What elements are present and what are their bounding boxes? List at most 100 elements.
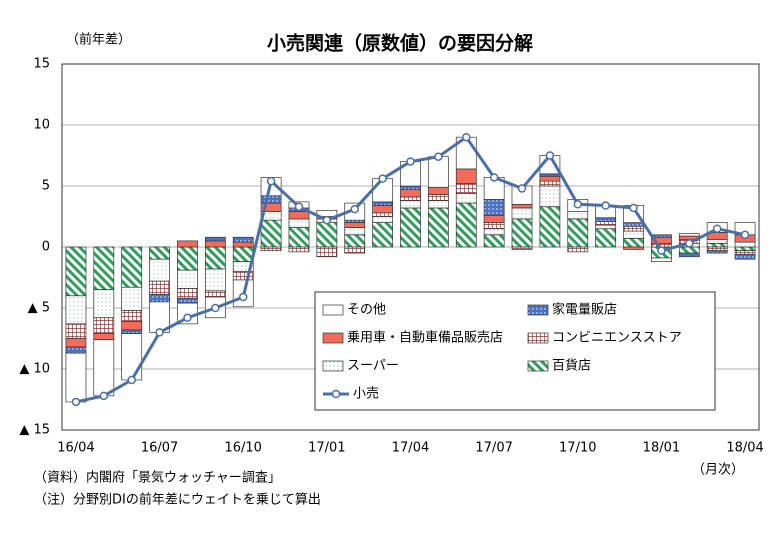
bar-segment — [204, 236, 226, 242]
x-tick-label: 17/10 — [559, 441, 596, 456]
bar-segment — [177, 246, 198, 271]
bar-segment — [149, 280, 170, 295]
line-marker — [71, 397, 81, 407]
bar-segment — [93, 317, 115, 334]
bar-segment — [232, 236, 254, 243]
bar-segment — [455, 183, 477, 194]
bar-segment — [204, 268, 226, 292]
bar-segment — [288, 218, 310, 228]
bar-segment — [121, 333, 143, 381]
bar-segment — [400, 196, 421, 201]
legend-swatch — [322, 360, 344, 372]
bar-segment — [149, 246, 170, 260]
bar-segment — [177, 288, 198, 299]
line-marker — [434, 152, 443, 161]
legend-label: その他 — [347, 303, 386, 318]
bar-segment — [427, 156, 449, 188]
bar-segment — [400, 207, 421, 248]
legend-label: スーパー — [347, 359, 399, 374]
bar-segment — [121, 329, 143, 334]
bar-segment — [734, 250, 756, 255]
bar-segment — [400, 185, 421, 191]
line-marker — [657, 246, 666, 255]
legend-swatch — [322, 304, 344, 316]
bar-segment — [483, 222, 505, 230]
bar-segment — [567, 211, 589, 220]
bar-segment — [651, 234, 672, 238]
bar-segment — [483, 234, 505, 248]
line-marker — [517, 184, 527, 193]
bar-segment — [706, 246, 728, 252]
bar-segment — [93, 339, 115, 397]
bar-segment — [65, 346, 87, 354]
line-marker — [601, 201, 610, 210]
line-marker — [127, 375, 136, 385]
y-tick-label: 15 — [33, 57, 50, 72]
bar-segment — [734, 241, 756, 248]
bar-segment — [595, 217, 617, 222]
bar-segment — [65, 295, 87, 325]
line-marker — [322, 215, 332, 225]
bar-segment — [344, 222, 366, 228]
bar-segment — [623, 238, 644, 248]
bar-segment — [455, 202, 477, 248]
bar-segment — [706, 242, 728, 248]
bar-segment — [344, 227, 366, 236]
bar-segment — [344, 246, 366, 254]
bar-segment — [344, 219, 366, 223]
y-tick-label: ▲ 5 — [28, 301, 50, 316]
legend-label: 家電量販店 — [552, 302, 617, 318]
bar-segment — [204, 240, 226, 248]
bar-segment — [455, 192, 477, 204]
bar-segment — [260, 246, 282, 252]
bar-segment — [121, 321, 143, 331]
x-tick-label: 17/01 — [308, 441, 345, 456]
legend-label: 百貨店 — [552, 358, 591, 374]
bar-segment — [678, 233, 700, 237]
bar-segment — [678, 252, 700, 258]
legend-swatch — [527, 332, 549, 344]
bar-segment — [65, 246, 87, 297]
chart-title: 小売関連（原数値）の要因分解 — [267, 32, 533, 55]
bar-segment — [511, 246, 533, 250]
line-marker — [350, 204, 359, 214]
x-tick-label: 16/04 — [57, 441, 94, 456]
line-marker — [211, 303, 220, 313]
bar-segment — [121, 310, 143, 322]
y-unit: （前年差） — [66, 32, 131, 48]
line-marker — [155, 328, 164, 337]
line-marker — [629, 203, 638, 213]
bar-segment — [344, 234, 366, 248]
bar-segment — [623, 246, 644, 250]
bar-segment — [65, 338, 87, 348]
bar-segment — [316, 246, 338, 258]
note: （注）分野別DIの前年差にウェイトを乗じて算出 — [34, 492, 321, 508]
y-tick-label: ▲ 15 — [19, 423, 50, 438]
line-marker — [462, 132, 471, 142]
y-tick-label: ▲ 10 — [19, 362, 50, 377]
bar-segment — [706, 250, 728, 254]
bar-segment — [93, 289, 115, 319]
bar-segment — [539, 206, 561, 248]
line-marker — [489, 173, 499, 182]
bar-segment — [372, 222, 394, 248]
y-tick-label: 10 — [33, 118, 50, 133]
bar-segment — [595, 228, 617, 248]
line-marker — [740, 230, 750, 240]
bar-segment — [595, 224, 617, 230]
bar-segment — [623, 222, 644, 227]
bar-segment — [372, 201, 394, 206]
bar-segment — [177, 297, 198, 304]
bar-segment — [232, 246, 254, 262]
bar-segment — [539, 175, 561, 182]
bar-segment — [511, 218, 533, 248]
bar-segment — [623, 225, 644, 232]
x-tick-label: 18/01 — [643, 441, 680, 456]
legend-swatch — [527, 360, 549, 372]
legend-label: コンビニエンスストア — [552, 331, 682, 346]
x-tick-label: 17/07 — [475, 441, 512, 456]
line-marker — [545, 151, 555, 160]
bar-segment — [539, 180, 561, 187]
bar-segment — [372, 212, 394, 217]
bar-segment — [93, 333, 115, 341]
